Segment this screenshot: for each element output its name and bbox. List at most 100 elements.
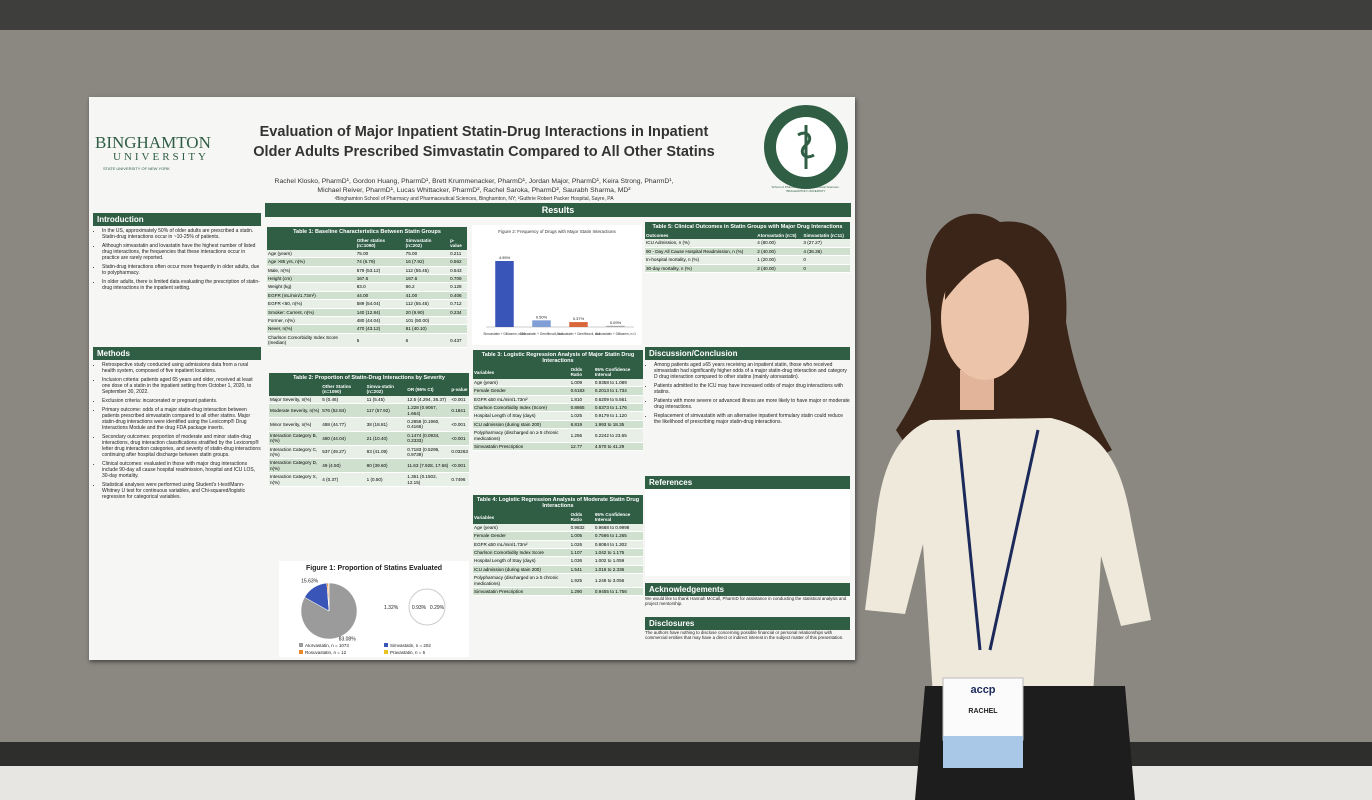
bar	[532, 320, 551, 327]
row: Age >85 yrs, n(%) 74 (6.79) 16 (7.92) 0.562	[267, 257, 467, 267]
cell: ICU admission (during stain 200)	[473, 420, 570, 430]
cell: Never, n(%)	[267, 324, 356, 334]
table-5: Table 5: Clinical Outcomes in Statin Gro…	[645, 222, 850, 274]
university: BINGHAMTON	[95, 133, 211, 152]
bullet: Exclusion criteria: incarcerated or preg…	[102, 398, 261, 404]
cell: 0.2242 to 23.65	[593, 428, 643, 444]
cell: 4 (36.36)	[802, 247, 850, 257]
row: Male, n(%) 579 (53.12) 112 (55.45) 0.543	[267, 266, 467, 276]
methods: Methods Retrospective study conducted usi…	[93, 347, 261, 503]
cell: 0.406	[449, 291, 467, 301]
legend-swatch	[299, 643, 303, 647]
value-label: 0.29%	[430, 605, 445, 611]
cell: 0.9358 to 1.089	[593, 378, 643, 388]
row: Age (years) 0.9832 0.9668 to 0.9998	[473, 523, 643, 533]
cell: 11.63 (7.928, 17.66)	[406, 458, 451, 474]
cell: <0.001	[450, 417, 469, 432]
table: Other Statins (n=1090) Simva-statin (n=20…	[269, 383, 469, 488]
cell: 589 (54.04)	[355, 299, 405, 309]
cell: 480 (44.04)	[355, 316, 405, 326]
cell: 0.6373 to 1.176	[593, 403, 643, 413]
cell: Female Gender	[473, 386, 570, 396]
cell: 0.543	[449, 266, 467, 276]
cell: 112 (55.45)	[404, 299, 450, 309]
floor	[0, 766, 1372, 800]
cell: In-hospital mortality, n (%)	[645, 255, 757, 265]
section-heading: Methods	[93, 347, 261, 360]
cell: 0.709	[449, 274, 467, 284]
header-row: Variables Odds Ratio 95% Confidence Interv…	[473, 366, 643, 379]
header-cell: Other Statins (n=1090)	[321, 383, 366, 396]
cell: 0.03263	[450, 445, 469, 460]
chart-title: Figure 1: Proportion of Statins Evaluate…	[306, 565, 442, 572]
cell: 0.234	[449, 308, 467, 318]
cell: 20 (9.90)	[404, 308, 450, 318]
cell: 1 (0.50)	[365, 472, 407, 488]
bullet: Patients admitted to the ICU may have in…	[654, 383, 850, 395]
cell: 3 (27.27)	[802, 239, 850, 248]
row: Simvastatin Prescription 12.77 4.570 to 41…	[473, 442, 643, 452]
cell: 12.5 (4.294, 36.37)	[406, 395, 451, 405]
cell: 0.9668 to 0.9998	[593, 523, 643, 533]
cell: 537 (49.27)	[321, 445, 366, 460]
disclosures: Disclosures The authors have nothing to d…	[645, 617, 850, 640]
chart-title: Figure 2: Frequency of Drugs with Major …	[498, 229, 616, 234]
row: Former, n(%) 480 (44.04) 101 (50.00)	[267, 316, 467, 326]
row: EGFR (mL/min/1.73m²) 44.00 41.00 0.406	[267, 291, 467, 301]
bar	[495, 261, 514, 327]
cell: 0	[802, 264, 850, 274]
header-cell: Odds Ratio	[569, 511, 594, 524]
cell: Charlson Comorbidity Index Score	[473, 548, 570, 558]
cell: EGFR ≤60 mL/min/1.73m²	[473, 395, 570, 405]
cell: 0.211	[449, 249, 467, 259]
cell: ICU admission (during stain 200)	[473, 565, 570, 575]
row: Charlson Comorbidity Index Score 1.107 1.0…	[473, 548, 643, 558]
table: Variables Odds Ratio 95% Confidence Interv…	[473, 511, 643, 597]
table: Outcomes Atorvastatin (n=5) Simvastatin (n…	[645, 232, 850, 274]
cell: 576 (52.84)	[321, 403, 366, 419]
row: Interaction Category C, n(%) 537 (49.27) 8…	[269, 445, 469, 460]
cell: 44.00	[355, 291, 405, 301]
cell: 1.925	[569, 573, 594, 589]
row: EGFR ≤60 mL/min/1.73m² 1.026 0.8084 to 1.3…	[473, 540, 643, 550]
row: EGFR ≤60 mL/min/1.73m² 1.810 0.6209 to 5.5…	[473, 395, 643, 405]
cell: Weight (kg)	[267, 282, 356, 292]
table-2: Table 2: Proportion of Statin-Drug Inter…	[269, 373, 469, 488]
cell: 0.7566 to 1.265	[593, 531, 643, 541]
bullets: In the US, approximately 50% of older ad…	[93, 228, 261, 291]
x-tick-label: Atorvastatin + Gemfibrozil, n=4	[557, 332, 601, 336]
cell: Hospital Length of Stay (days)	[473, 411, 570, 421]
cell: 80 (39.60)	[365, 458, 407, 474]
cell: 1.351 (0.1502, 12.15)	[406, 472, 451, 488]
row: ICU Admission, n (%) 4 (80.00) 3 (27.27)	[645, 239, 850, 248]
cell: 0.7183 (0.5296, 0.9739)	[406, 445, 451, 460]
cell: <0.001	[450, 458, 469, 474]
cell: 167.6	[355, 274, 405, 284]
row: Charlson Comorbidity Index Score (median…	[267, 333, 467, 348]
cell: Interaction Category C, n(%)	[269, 445, 322, 460]
cell: Polypharmacy (discharged on ≥ 5 chronic …	[473, 573, 570, 589]
header-cell: p-value	[449, 237, 467, 250]
legend-label: Atorvastatin, n = 1073	[305, 643, 349, 648]
pie-slice	[328, 582, 330, 612]
cell: 4.570 to 41.29	[593, 442, 643, 452]
bar	[569, 322, 588, 327]
cell: 1.541	[569, 565, 594, 575]
cell	[449, 324, 467, 334]
header-cell: Outcomes	[645, 232, 757, 240]
row: Simvastatin Prescription 1.290 0.9455 to 1…	[473, 587, 643, 597]
x-tick-label: Simvastatin + Diltiazem, n=10	[483, 332, 525, 336]
cell: 11 (5.45)	[365, 395, 407, 405]
bullet: Although simvastatin and lovastatin have…	[102, 243, 261, 261]
header-cell: Simvastatin (n=11)	[802, 232, 850, 240]
authors-line: Rachel Klosko, PharmD¹, Gordon Huang, Ph…	[274, 178, 674, 185]
cell: 5	[355, 333, 405, 348]
header-cell: p-value	[450, 383, 469, 396]
table: Other statins (n=1090) Simvastatin (n=202…	[267, 237, 467, 348]
cell: 0.8084 to 1.302	[593, 540, 643, 550]
cell: 75.00	[404, 249, 450, 259]
header-row: Other Statins (n=1090) Simva-statin (n=20…	[269, 383, 469, 396]
bullet: Secondary outcomes: proportion of modera…	[102, 434, 261, 458]
row: Interaction Category X, n(%) 4 (0.37) 1 (0…	[269, 472, 469, 488]
